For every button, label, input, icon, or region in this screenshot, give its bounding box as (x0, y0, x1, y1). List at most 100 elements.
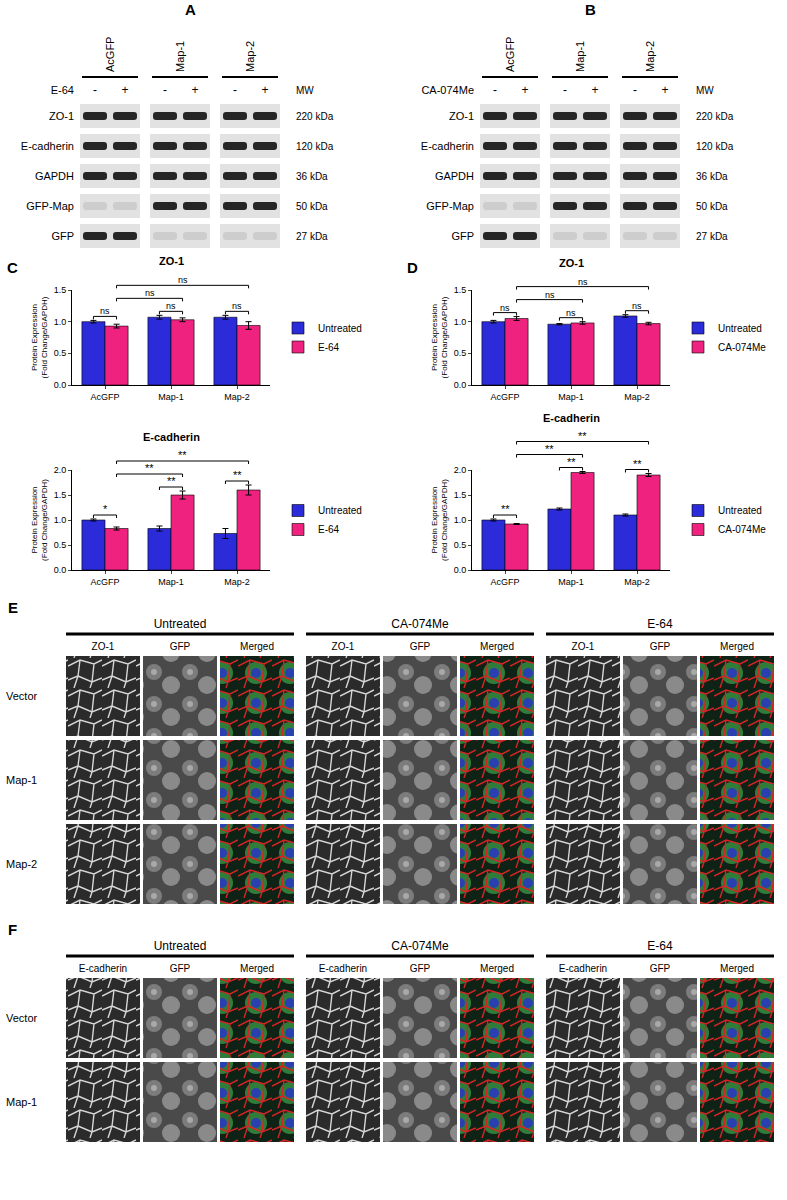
svg-text:1.0: 1.0 (54, 515, 67, 525)
svg-text:GFP: GFP (410, 641, 431, 652)
svg-text:Untreated: Untreated (318, 505, 362, 516)
svg-text:0.0: 0.0 (454, 380, 467, 390)
svg-text:ns: ns (100, 306, 110, 316)
svg-text:2.0: 2.0 (54, 465, 67, 475)
svg-text:**: ** (578, 430, 587, 442)
svg-text:-: - (493, 83, 497, 97)
svg-text:E: E (8, 599, 18, 616)
svg-text:ns: ns (232, 301, 242, 311)
svg-text:Map-1: Map-1 (6, 1096, 37, 1108)
svg-text:1.0: 1.0 (454, 515, 467, 525)
svg-text:Map-2: Map-2 (624, 392, 650, 402)
svg-text:+: + (261, 83, 268, 97)
svg-text:0.0: 0.0 (54, 380, 67, 390)
svg-text:Protein Expression(Fold Change: Protein Expression(Fold Change/GAPDH) (30, 296, 49, 378)
svg-text:0.0: 0.0 (454, 565, 467, 575)
svg-text:Vector: Vector (6, 1012, 38, 1024)
svg-text:1.5: 1.5 (454, 285, 467, 295)
svg-text:Protein Expression(Fold Change: Protein Expression(Fold Change/GAPDH) (430, 296, 449, 378)
svg-text:1.5: 1.5 (54, 285, 67, 295)
svg-text:GFP-Map: GFP-Map (26, 200, 74, 212)
svg-text:ZO-1: ZO-1 (332, 641, 355, 652)
svg-text:+: + (191, 83, 198, 97)
svg-text:CA-074Me: CA-074Me (391, 617, 449, 631)
svg-text:AcGFP: AcGFP (490, 392, 519, 402)
svg-text:E-cadherin: E-cadherin (421, 140, 474, 152)
svg-text:Protein Expression(Fold Change: Protein Expression(Fold Change/GAPDH) (30, 479, 49, 561)
svg-text:+: + (591, 83, 598, 97)
svg-text:E-64: E-64 (51, 84, 74, 96)
svg-text:**: ** (167, 475, 176, 487)
svg-text:GAPDH: GAPDH (435, 170, 474, 182)
svg-text:GFP: GFP (650, 641, 671, 652)
svg-text:0.5: 0.5 (454, 348, 467, 358)
svg-text:2.0: 2.0 (454, 465, 467, 475)
svg-text:27 kDa: 27 kDa (296, 231, 328, 242)
svg-text:Map-1: Map-1 (558, 392, 584, 402)
svg-text:E-64: E-64 (318, 342, 340, 353)
svg-text:**: ** (501, 503, 510, 515)
svg-text:Untreated: Untreated (154, 939, 207, 953)
svg-text:1.5: 1.5 (454, 490, 467, 500)
svg-text:CA-074Me: CA-074Me (718, 524, 766, 535)
svg-text:Untreated: Untreated (718, 505, 762, 516)
svg-text:GFP: GFP (170, 641, 191, 652)
svg-text:Merged: Merged (240, 963, 274, 974)
svg-text:1.0: 1.0 (54, 317, 67, 327)
svg-text:1.0: 1.0 (454, 317, 467, 327)
svg-text:Map-2: Map-2 (244, 41, 256, 72)
svg-text:Protein Expression(Fold Change: Protein Expression(Fold Change/GAPDH) (430, 479, 449, 561)
svg-text:Map-2: Map-2 (224, 392, 250, 402)
svg-text:**: ** (567, 456, 576, 468)
svg-text:ZO-1: ZO-1 (49, 110, 74, 122)
svg-text:**: ** (545, 443, 554, 455)
svg-text:+: + (521, 83, 528, 97)
svg-text:A: A (185, 1, 196, 18)
svg-text:Map-1: Map-1 (158, 392, 184, 402)
svg-text:AcGFP: AcGFP (90, 577, 119, 587)
svg-text:-: - (633, 83, 637, 97)
svg-text:ns: ns (578, 277, 588, 287)
svg-text:E-cadherin: E-cadherin (559, 963, 607, 974)
svg-text:AcGFP: AcGFP (104, 37, 116, 72)
svg-text:36 kDa: 36 kDa (696, 171, 728, 182)
svg-text:E-cadherin: E-cadherin (319, 963, 367, 974)
svg-text:+: + (121, 83, 128, 97)
svg-text:E-cadherin: E-cadherin (21, 140, 74, 152)
svg-text:-: - (563, 83, 567, 97)
svg-text:Merged: Merged (480, 641, 514, 652)
svg-text:1.5: 1.5 (54, 490, 67, 500)
svg-text:120 kDa: 120 kDa (696, 141, 734, 152)
svg-text:-: - (93, 83, 97, 97)
svg-text:Untreated: Untreated (318, 323, 362, 334)
svg-text:ZO-1: ZO-1 (159, 255, 184, 267)
svg-text:**: ** (178, 449, 187, 461)
svg-text:C: C (7, 259, 18, 276)
svg-text:-: - (163, 83, 167, 97)
svg-text:AcGFP: AcGFP (90, 392, 119, 402)
svg-text:ZO-1: ZO-1 (559, 257, 584, 269)
svg-text:AcGFP: AcGFP (490, 577, 519, 587)
svg-text:GFP: GFP (650, 963, 671, 974)
svg-text:Map-1: Map-1 (574, 41, 586, 72)
svg-text:Merged: Merged (240, 641, 274, 652)
svg-text:ns: ns (566, 308, 576, 318)
svg-text:50 kDa: 50 kDa (296, 201, 328, 212)
svg-text:GFP: GFP (410, 963, 431, 974)
svg-text:Map-2: Map-2 (224, 577, 250, 587)
svg-text:GAPDH: GAPDH (35, 170, 74, 182)
svg-text:F: F (8, 921, 17, 938)
svg-text:ns: ns (166, 301, 176, 311)
svg-text:27 kDa: 27 kDa (696, 231, 728, 242)
svg-text:0.5: 0.5 (454, 540, 467, 550)
svg-text:E-64: E-64 (318, 524, 340, 535)
svg-text:GFP-Map: GFP-Map (426, 200, 474, 212)
svg-text:E-64: E-64 (647, 617, 673, 631)
svg-text:Map-2: Map-2 (6, 858, 37, 870)
svg-text:CA-074Me: CA-074Me (391, 939, 449, 953)
svg-text:E-cadherin: E-cadherin (543, 412, 600, 424)
svg-text:GFP: GFP (51, 230, 74, 242)
svg-text:Untreated: Untreated (718, 323, 762, 334)
svg-text:+: + (661, 83, 668, 97)
svg-text:36 kDa: 36 kDa (296, 171, 328, 182)
